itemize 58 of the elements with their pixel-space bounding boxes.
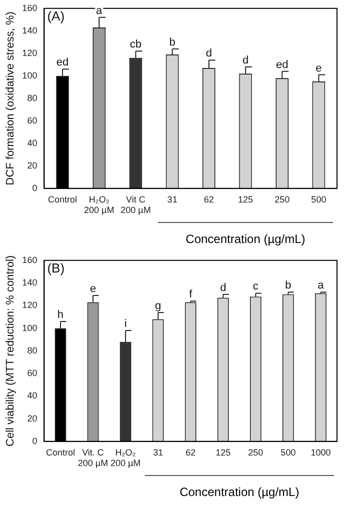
x-axis-title: Concentration (µg/mL) xyxy=(178,485,300,499)
x-tick-label: 125 xyxy=(216,447,231,458)
y-tick-label: 80 xyxy=(27,345,38,356)
annotation: b xyxy=(285,280,292,292)
x-axis-title: Concentration (µg/mL) xyxy=(184,232,306,246)
x-tick-label: 62 xyxy=(204,194,214,204)
annotation: b xyxy=(169,36,176,48)
annotation: d xyxy=(206,48,212,60)
annotation: a xyxy=(96,4,104,17)
y-axis-title: Cell viability (MTT reduction: % control) xyxy=(4,255,17,446)
x-tick-label: 31 xyxy=(167,194,178,204)
y-tick-label: 160 xyxy=(22,2,38,13)
x-tick-label: 500 xyxy=(311,194,326,204)
y-tick-label: 20 xyxy=(27,413,38,424)
y-tick-label: 140 xyxy=(22,25,38,36)
chart-title: (A) xyxy=(47,8,65,24)
annotation: ed xyxy=(276,58,288,71)
x-tick-label: 125 xyxy=(238,194,254,204)
annotation: i xyxy=(124,318,127,330)
y-tick-label: 80 xyxy=(27,92,38,103)
y-tick-label: 20 xyxy=(27,160,38,170)
x-tick-label: 1000 xyxy=(310,447,331,458)
annotation: e xyxy=(90,283,96,295)
y-tick-label: 60 xyxy=(27,368,38,378)
x-tick-label: 500 xyxy=(280,447,296,458)
x-tick-label: 250 xyxy=(274,194,290,204)
x-tick-label: Control xyxy=(46,447,75,458)
x-tick-label: 62 xyxy=(186,447,196,458)
x-tick-label: Vit C 200 µM xyxy=(120,194,151,216)
annotation: a xyxy=(318,280,325,292)
annotation: f xyxy=(189,288,194,301)
y-tick-label: 160 xyxy=(22,254,38,265)
y-tick-label: 140 xyxy=(22,278,38,288)
annotation: c xyxy=(252,280,259,293)
y-tick-label: 40 xyxy=(27,138,38,148)
annotation: e xyxy=(316,62,322,74)
annotation: ed xyxy=(56,56,69,69)
annotation: cb xyxy=(130,38,142,51)
x-tick-label: 31 xyxy=(153,447,164,458)
annotation: h xyxy=(57,309,64,322)
annotation: d xyxy=(220,282,226,294)
y-tick-label: 120 xyxy=(22,300,38,310)
x-tick-label: Vit. C 200 µM xyxy=(78,447,108,468)
y-tick-label: 120 xyxy=(22,48,38,58)
y-tick-label: 60 xyxy=(27,115,38,126)
y-tick-label: 40 xyxy=(27,390,38,401)
annotation: d xyxy=(242,54,249,66)
y-tick-label: 0 xyxy=(32,182,38,193)
x-tick-label: 250 xyxy=(248,447,264,458)
x-tick-label: H₂O₂ 200 µM xyxy=(84,194,114,216)
y-axis-title: DCF formation (oxidative stress, %) xyxy=(4,12,17,186)
x-tick-label: H₂O₂ 200 µM xyxy=(110,447,141,468)
y-tick-label: 0 xyxy=(32,436,38,446)
y-tick-label: 100 xyxy=(22,70,38,80)
chart-title: (B) xyxy=(47,260,65,276)
annotation: g xyxy=(155,300,162,312)
x-tick-label: Control xyxy=(48,194,78,204)
y-tick-label: 100 xyxy=(22,322,38,333)
